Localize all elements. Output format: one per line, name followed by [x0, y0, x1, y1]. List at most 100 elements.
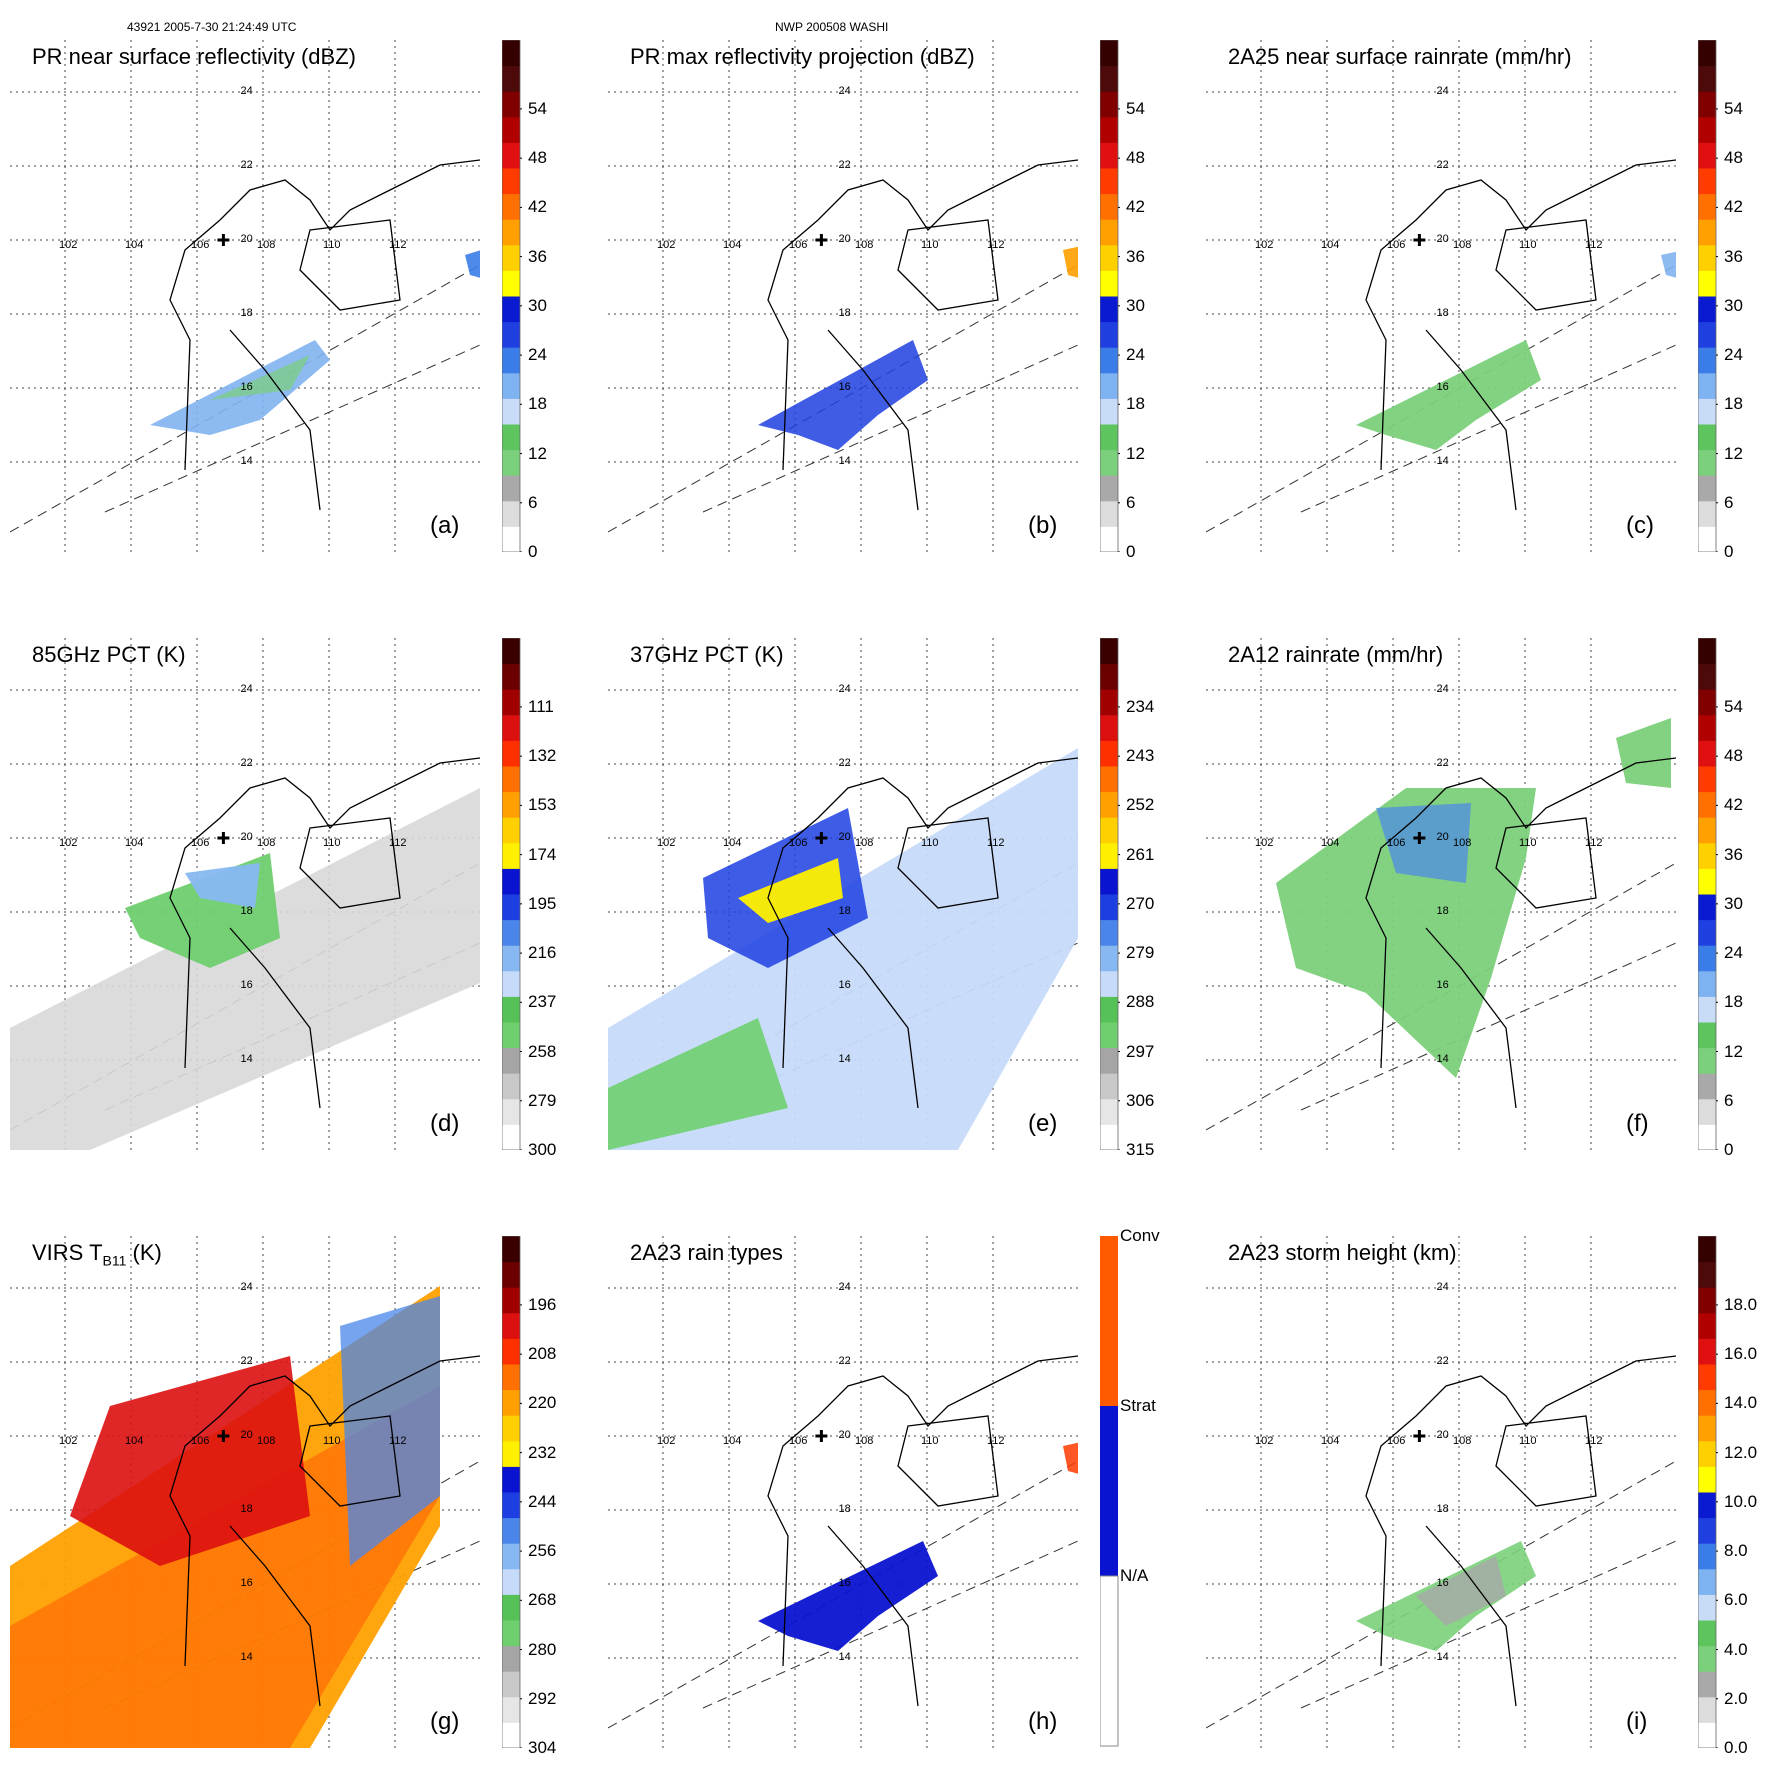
- swath-edges: [608, 264, 1078, 533]
- map-plot: 102 104 106 108 110 112 24 22 20 18 16 14: [10, 40, 480, 552]
- coastline: [767, 757, 1078, 1109]
- lat-label: 16: [839, 979, 851, 991]
- colorbar-segment: [1099, 1575, 1119, 1747]
- lat-label: 22: [1437, 1355, 1449, 1367]
- colorbar-segment: [1100, 663, 1118, 690]
- colorbar-segment: [1698, 1517, 1716, 1544]
- colorbar-tick-label: 195: [528, 893, 557, 913]
- lon-label: 110: [323, 837, 341, 849]
- colorbar-tick-label: 12: [1724, 443, 1743, 463]
- colorbar-segment: [1698, 996, 1716, 1023]
- storm-center-marker: [217, 1430, 230, 1442]
- colorbar: [1697, 39, 1720, 553]
- swath-edges: [1206, 1460, 1676, 1729]
- swath-edge-line: [104, 344, 480, 513]
- colorbar-segment: [1698, 1620, 1716, 1647]
- header-left: 43921 2005-7-30 21:24:49 UTC: [127, 20, 297, 34]
- colorbar-segment: [502, 1364, 520, 1391]
- lon-label: 106: [191, 1435, 209, 1447]
- colorbar-segment: [502, 1671, 520, 1698]
- lon-label: 112: [987, 837, 1005, 849]
- lon-label: 106: [1387, 1435, 1405, 1447]
- lon-label: 102: [59, 837, 77, 849]
- colorbar-tick-label: 111: [528, 696, 554, 716]
- colorbar-tick-label: 244: [528, 1491, 557, 1511]
- colorbar-segment: [1100, 424, 1118, 451]
- colorbar-segment: [1698, 1287, 1716, 1314]
- lat-label: 20: [241, 831, 253, 843]
- colorbar-segment: [1698, 1594, 1716, 1621]
- colorbar-segment: [1698, 740, 1716, 767]
- colorbar-segment: [1100, 372, 1118, 399]
- colorbar-segment: [1698, 424, 1716, 451]
- colorbar-tick-label: 36: [1724, 844, 1743, 864]
- colorbar-segment: [502, 168, 520, 195]
- lon-label: 112: [389, 1435, 407, 1447]
- lon-label: 112: [1585, 239, 1603, 251]
- colorbar-tick-label: 36: [528, 246, 547, 266]
- colorbar-tick-label: 14.0: [1724, 1393, 1758, 1413]
- swath-edge-line: [702, 344, 1078, 513]
- colorbar-segment: [1100, 168, 1118, 195]
- chart-panel-b: 102 104 106 108 110 112 24 22 20 18 16 14 PR max ref…: [608, 39, 1178, 561]
- pct-warm-area: [608, 1018, 788, 1150]
- lat-label: 16: [241, 1577, 253, 1589]
- colorbar-segment: [1698, 1696, 1716, 1723]
- map-plot: 102 104 106 108 110 112 24 22 20 18 16 14: [1206, 40, 1676, 552]
- swath-edge-line: [608, 1460, 1078, 1729]
- colorbar-segment: [502, 970, 520, 997]
- reflectivity-echo: [1063, 246, 1078, 278]
- colorbar-tick-label: 306: [1126, 1090, 1155, 1110]
- colorbar-tick-label: 6: [1126, 492, 1136, 512]
- colorbar-tick-label: 0: [1126, 542, 1136, 561]
- colorbar-tick-label: 30: [528, 295, 547, 315]
- lon-label: 106: [191, 239, 209, 251]
- lat-label: 14: [839, 455, 851, 467]
- colorbar-tick-label: 6: [528, 492, 538, 512]
- colorbar-label: Conv: [1120, 1226, 1160, 1245]
- colorbar-segment: [1100, 296, 1118, 323]
- lon-label: 106: [789, 239, 807, 251]
- colorbar-segment: [1698, 1440, 1716, 1467]
- colorbar-tick-label: 216: [528, 943, 557, 963]
- lat-label: 24: [241, 85, 253, 97]
- colorbar: [1697, 637, 1720, 1151]
- lat-label: 18: [1437, 1503, 1449, 1515]
- colorbar-segment: [502, 526, 520, 553]
- coastline: [169, 159, 480, 511]
- panel-letter: (e): [1028, 1110, 1058, 1137]
- colorbar-segment: [1698, 1022, 1716, 1049]
- colorbar-tick-label: 261: [1126, 844, 1155, 864]
- lat-label: 18: [839, 1503, 851, 1515]
- colorbar-segment: [1698, 1124, 1716, 1151]
- colorbar-tick-label: 16.0: [1724, 1344, 1758, 1364]
- colorbar-segment: [1100, 1073, 1118, 1100]
- lon-label: 108: [1453, 837, 1471, 849]
- lat-label: 16: [839, 1577, 851, 1589]
- colorbar-segment: [502, 1415, 520, 1442]
- colorbar-tick-label: 220: [528, 1393, 557, 1413]
- data-field: [1356, 1541, 1536, 1651]
- colorbar-tick-label: 153: [528, 795, 557, 815]
- colorbar-segment: [502, 296, 520, 323]
- colorbar: [501, 1235, 524, 1749]
- colorbar-container: [501, 637, 524, 1155]
- lon-label: 110: [323, 1435, 341, 1447]
- lon-label: 104: [1321, 837, 1339, 849]
- chart-panel-h: 102 104 106 108 110 112 24 22 20 18 16 14 2A23 rain …: [608, 1226, 1178, 1748]
- colorbar-tick-label: 0.0: [1724, 1738, 1748, 1757]
- colorbar-segment: [1100, 740, 1118, 767]
- storm-center-marker: [815, 832, 828, 844]
- colorbar-segment: [1698, 1364, 1716, 1391]
- colorbar-segment: [502, 1312, 520, 1339]
- colorbar-tick-label: 132: [528, 746, 557, 766]
- colorbar-segment: [502, 500, 520, 527]
- colorbar-tick-label: 30: [1724, 893, 1743, 913]
- colorbar-segment: [502, 372, 520, 399]
- pct-swath: [10, 788, 480, 1150]
- lat-label: 14: [1437, 1053, 1449, 1065]
- lat-label: 18: [1437, 905, 1449, 917]
- lat-label: 18: [839, 307, 851, 319]
- panel-letter: (d): [430, 1110, 460, 1137]
- data-field: [608, 748, 1078, 1150]
